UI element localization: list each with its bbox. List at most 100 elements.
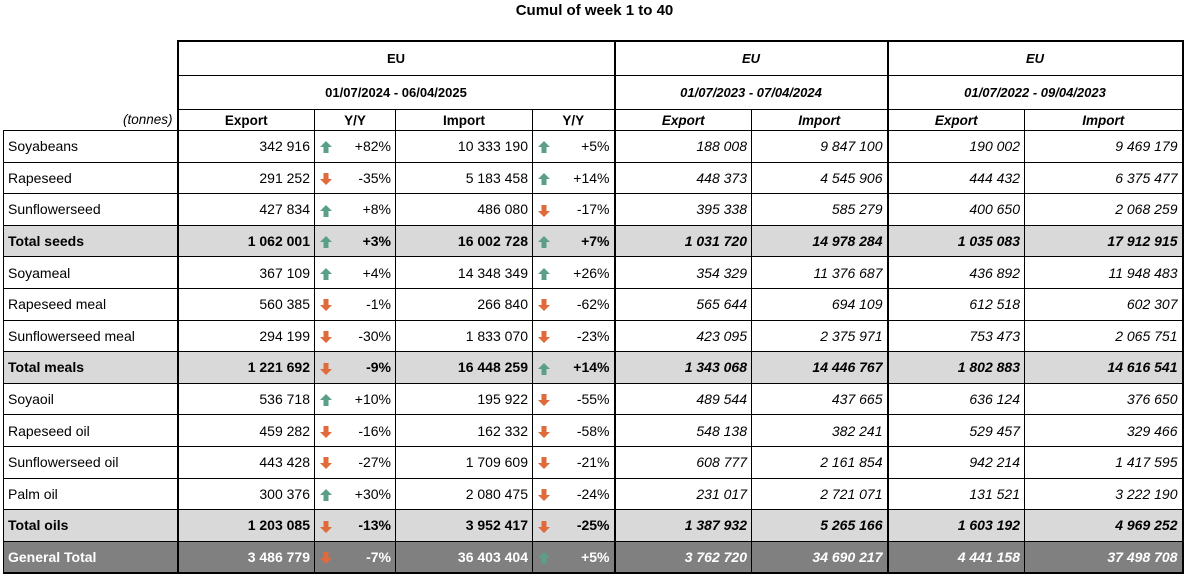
table-row: Rapeseed 291 252 -35% 5 183 458 +14% 448 373 4…	[3, 161, 1184, 195]
arrow-up-icon	[537, 170, 551, 186]
arrow-down-icon	[319, 359, 333, 375]
row-label: Sunflowerseed	[3, 193, 178, 226]
export-trend-icon	[314, 509, 341, 542]
arrow-down-icon	[537, 454, 551, 470]
row-label: Sunflowerseed oil	[3, 445, 178, 479]
export-2023-value: 3 762 720	[614, 540, 752, 575]
import-2022-value: 17 912 915	[1024, 224, 1184, 258]
export-2023-value: 1 387 932	[614, 509, 752, 542]
export-2022-value: 612 518	[887, 287, 1025, 321]
import-value: 162 332	[395, 414, 533, 447]
row-label: Sunflowerseed meal	[3, 319, 178, 353]
export-2022-value: 436 892	[887, 256, 1025, 289]
import-trend-icon	[532, 540, 559, 575]
export-trend-icon	[314, 161, 341, 195]
import-2022-value: 329 466	[1024, 414, 1184, 447]
row-label: General Total	[3, 540, 178, 575]
import-trend-icon	[532, 414, 559, 447]
export-2023-value: 354 329	[614, 256, 752, 289]
blank-corner	[4, 41, 178, 76]
export-2023-value: 395 338	[614, 193, 752, 226]
group-period-2023: 01/07/2023 - 07/04/2024	[614, 75, 889, 110]
import-2023-value: 694 109	[751, 287, 889, 321]
row-label: Soyabeans	[3, 130, 178, 163]
import-2022-value: 37 498 708	[1024, 540, 1184, 575]
import-yy-value: -17%	[558, 193, 616, 226]
export-value: 291 252	[176, 161, 315, 195]
group-period-2024: 01/07/2024 - 06/04/2025	[176, 75, 616, 110]
export-2022-value: 753 473	[887, 319, 1025, 353]
group-region-2023: EU	[614, 40, 889, 76]
arrow-up-icon	[319, 391, 333, 407]
export-2022-value: 444 432	[887, 161, 1025, 195]
import-yy-value: +26%	[558, 256, 616, 289]
import-2022-value: 4 969 252	[1024, 509, 1184, 542]
import-value: 3 952 417	[395, 509, 533, 542]
arrow-down-icon	[537, 201, 551, 217]
export-yy-value: -9%	[340, 351, 396, 384]
import-value: 266 840	[395, 287, 533, 321]
col-import-2023: Import	[751, 109, 889, 131]
export-yy-value: -35%	[340, 161, 396, 195]
export-value: 1 203 085	[176, 509, 315, 542]
import-value: 16 002 728	[395, 224, 533, 258]
page-title: Cumul of week 1 to 40	[515, 2, 674, 19]
export-2023-value: 565 644	[614, 287, 752, 321]
export-2023-value: 608 777	[614, 445, 752, 479]
export-yy-value: -7%	[340, 540, 396, 575]
export-trend-icon	[314, 130, 341, 163]
export-yy-value: +82%	[340, 130, 396, 163]
arrow-up-icon	[537, 233, 551, 249]
export-trend-icon	[314, 224, 341, 258]
import-yy-value: -24%	[558, 477, 616, 511]
group-period-2022: 01/07/2022 - 09/04/2023	[887, 75, 1184, 110]
export-value: 1 221 692	[176, 351, 315, 384]
row-label: Total seeds	[3, 224, 178, 258]
export-value: 300 376	[176, 477, 315, 511]
arrow-down-icon	[319, 328, 333, 344]
import-2023-value: 585 279	[751, 193, 889, 226]
import-yy-value: -21%	[558, 445, 616, 479]
export-2023-value: 423 095	[614, 319, 752, 353]
import-2023-value: 437 665	[751, 382, 889, 416]
import-2023-value: 34 690 217	[751, 540, 889, 575]
col-export-2023: Export	[614, 109, 752, 131]
import-value: 5 183 458	[395, 161, 533, 195]
arrow-up-icon	[319, 486, 333, 502]
import-trend-icon	[532, 445, 559, 479]
export-2023-value: 548 138	[614, 414, 752, 447]
export-trend-icon	[314, 382, 341, 416]
export-2022-value: 400 650	[887, 193, 1025, 226]
export-yy-value: +8%	[340, 193, 396, 226]
export-2022-value: 636 124	[887, 382, 1025, 416]
col-export-2024: Export	[176, 109, 315, 131]
export-2022-value: 1 035 083	[887, 224, 1025, 258]
import-2022-value: 602 307	[1024, 287, 1184, 321]
import-2023-value: 2 161 854	[751, 445, 889, 479]
export-2023-value: 1 031 720	[614, 224, 752, 258]
export-trend-icon	[314, 540, 341, 575]
import-yy-value: +14%	[558, 351, 616, 384]
export-2022-value: 4 441 158	[887, 540, 1025, 575]
export-yy-value: -27%	[340, 445, 396, 479]
arrow-up-icon	[319, 265, 333, 281]
arrow-down-icon	[319, 549, 333, 565]
row-label: Soyameal	[3, 256, 178, 289]
import-2022-value: 9 469 179	[1024, 130, 1184, 163]
export-yy-value: -1%	[340, 287, 396, 321]
export-value: 427 834	[176, 193, 315, 226]
arrow-down-icon	[319, 170, 333, 186]
export-trend-icon	[314, 477, 341, 511]
row-label: Soyaoil	[3, 382, 178, 416]
col-import-2024: Import	[395, 109, 533, 131]
arrow-down-icon	[537, 296, 551, 312]
export-value: 342 916	[176, 130, 315, 163]
import-value: 2 080 475	[395, 477, 533, 511]
import-yy-value: +14%	[558, 161, 616, 195]
arrow-up-icon	[537, 549, 551, 565]
export-trend-icon	[314, 193, 341, 226]
export-value: 367 109	[176, 256, 315, 289]
export-yy-value: -30%	[340, 319, 396, 353]
total-row: Total seeds 1 062 001 +3% 16 002 728 +7% 1 03…	[3, 224, 1184, 258]
export-2023-value: 489 544	[614, 382, 752, 416]
